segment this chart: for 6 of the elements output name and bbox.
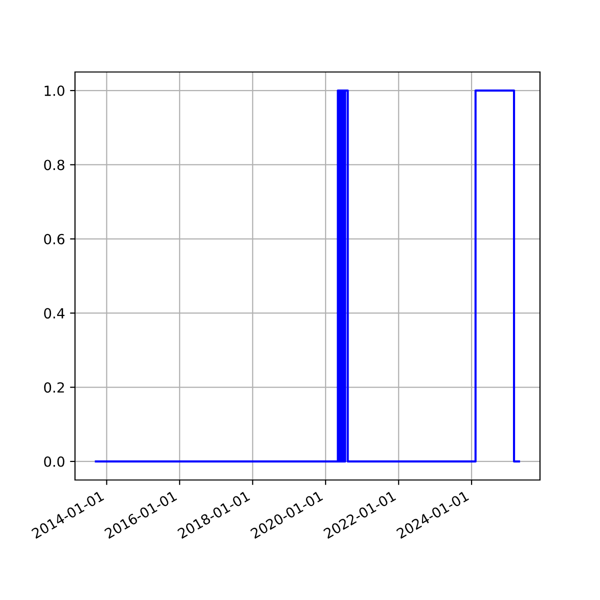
y-tick-label: 0.6 [44,234,64,244]
y-tick-label: 0.8 [44,160,64,170]
y-tick-label: 0.0 [44,456,64,467]
y-tick-label: 0.4 [44,308,64,319]
y-tick-label: 1.0 [44,86,64,96]
y-tick-label: 0.2 [44,382,64,393]
